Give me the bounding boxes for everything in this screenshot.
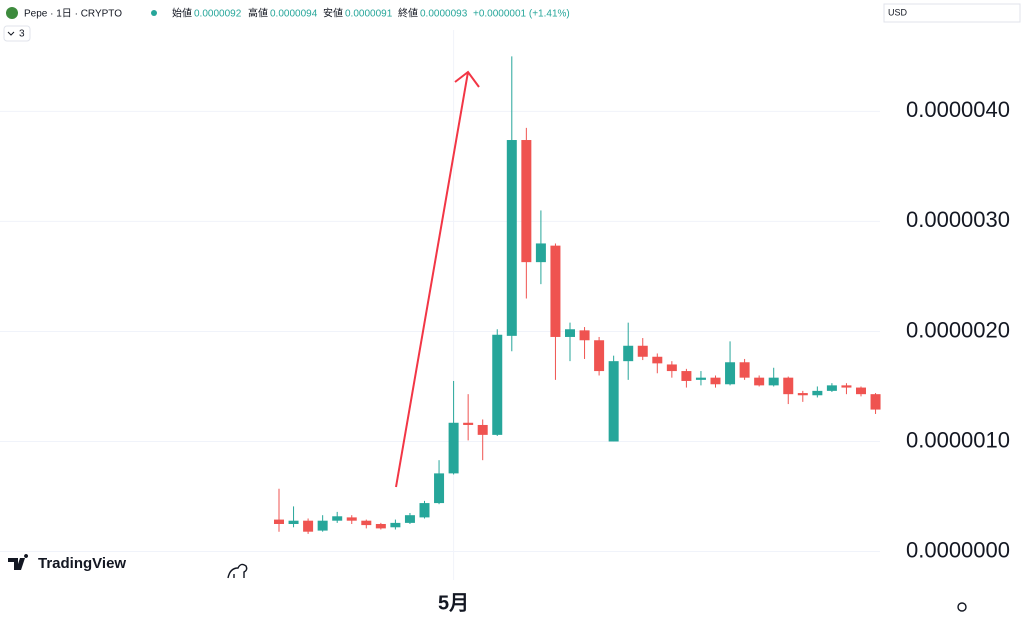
candle-body — [637, 345, 648, 357]
currency-box[interactable] — [883, 3, 1021, 23]
brand-logo — [8, 554, 29, 570]
brand: TradingView — [38, 555, 126, 572]
candle-body — [725, 362, 736, 385]
candle-body — [492, 334, 503, 435]
candle-body — [375, 523, 386, 529]
high-label: 高値 — [248, 7, 268, 20]
close-value: 0.0000093 — [420, 9, 468, 20]
candle-body — [361, 520, 372, 526]
symbol[interactable]: Pepe · 1日 · CRYPTO — [24, 9, 122, 20]
candle-body — [288, 520, 299, 524]
candle-body — [346, 517, 357, 521]
candle-body — [710, 377, 721, 385]
market-status — [151, 10, 157, 16]
candle-body — [841, 385, 852, 388]
symbol-logo — [6, 7, 18, 19]
candle-body — [506, 140, 517, 336]
trend-arrow — [395, 71, 469, 488]
x-tick-label: 5月 — [438, 592, 469, 614]
settings-icon[interactable] — [957, 602, 967, 612]
change-value: +0.0000001 (+1.41%) — [473, 9, 570, 20]
candle-body — [681, 371, 692, 381]
low-value: 0.0000091 — [345, 9, 393, 20]
y-tick-label: 0.0000020 — [906, 317, 1010, 342]
candle-body — [463, 422, 474, 425]
candle-body — [739, 362, 750, 378]
candle-body — [783, 377, 794, 395]
y-tick-label: 0.0000010 — [906, 427, 1010, 452]
candle-body — [303, 520, 314, 532]
candle-body — [594, 340, 605, 372]
open-value: 0.0000092 — [194, 9, 242, 20]
candle-body — [535, 243, 546, 263]
replay-icon[interactable] — [227, 563, 248, 579]
y-tick-label: 0.0000030 — [906, 207, 1010, 232]
candle-body — [565, 329, 575, 337]
candle-body — [332, 516, 343, 521]
candle-body — [797, 393, 808, 396]
candle-body — [623, 345, 634, 362]
arrow-head — [454, 70, 480, 88]
candle-body — [521, 140, 532, 263]
indicator-count: 3 — [19, 29, 25, 40]
candle-body — [477, 424, 488, 435]
candle-body — [448, 422, 459, 474]
candle-body — [434, 473, 445, 504]
candle-body — [666, 364, 677, 372]
candle-body — [768, 377, 779, 386]
candle-body — [608, 361, 619, 442]
candle-body — [550, 245, 561, 337]
candle-body — [274, 519, 284, 524]
candle-body — [856, 387, 866, 395]
candle-body — [754, 377, 765, 386]
candle-body — [579, 330, 590, 341]
candle-body — [404, 515, 415, 523]
y-tick-label: 0.0000000 — [906, 537, 1010, 562]
open-label: 始値 — [172, 7, 192, 20]
candle-body — [652, 356, 663, 364]
chevron-icon — [7, 31, 15, 36]
candle-body — [826, 385, 837, 391]
candle-body — [870, 394, 881, 410]
indicator-toggle[interactable] — [3, 25, 31, 42]
candle-body — [695, 377, 706, 380]
candle-body — [812, 390, 823, 396]
close-label: 終値 — [398, 7, 418, 20]
low-label: 安値 — [323, 7, 343, 20]
candle-body — [390, 522, 401, 528]
candle-body — [419, 503, 430, 518]
candle-body — [317, 520, 328, 531]
currency: USD — [888, 7, 908, 17]
y-tick-label: 0.0000040 — [906, 97, 1010, 122]
high-value: 0.0000094 — [270, 9, 318, 20]
